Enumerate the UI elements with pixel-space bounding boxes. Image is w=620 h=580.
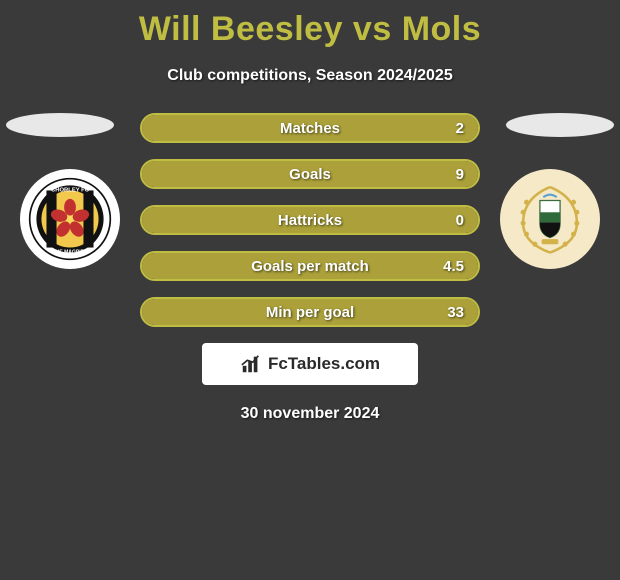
stats-bars: Matches 2 Goals 9 Hattricks 0 Goals per …	[140, 113, 480, 327]
stat-value: 9	[456, 166, 464, 183]
svg-text:THE MAGPIES: THE MAGPIES	[53, 249, 88, 255]
stat-value: 33	[447, 304, 464, 321]
stat-bar-hattricks: Hattricks 0	[140, 205, 480, 235]
stat-label: Goals	[289, 166, 331, 183]
page-title: Will Beesley vs Mols	[0, 0, 620, 49]
chorley-fc-crest-icon: CHORLEY FC THE MAGPIES	[28, 177, 112, 261]
subtitle: Club competitions, Season 2024/2025	[0, 67, 620, 85]
stat-bar-goals-per-match: Goals per match 4.5	[140, 251, 480, 281]
svg-text:CHORLEY FC: CHORLEY FC	[51, 187, 90, 193]
stat-bar-min-per-goal: Min per goal 33	[140, 297, 480, 327]
right-shadow-ellipse	[506, 113, 614, 137]
stat-value: 0	[456, 212, 464, 229]
bar-chart-icon	[240, 353, 262, 375]
stat-label: Hattricks	[278, 212, 342, 229]
stat-label: Min per goal	[266, 304, 354, 321]
stat-label: Matches	[280, 120, 340, 137]
stat-value: 4.5	[443, 258, 464, 275]
stat-label: Goals per match	[251, 258, 369, 275]
left-shadow-ellipse	[6, 113, 114, 137]
left-club-badge: CHORLEY FC THE MAGPIES	[20, 169, 120, 269]
stat-bar-goals: Goals 9	[140, 159, 480, 189]
stat-bar-matches: Matches 2	[140, 113, 480, 143]
comparison-area: CHORLEY FC THE MAGPIES Matches 2	[0, 113, 620, 423]
logo-text: FcTables.com	[268, 354, 380, 374]
right-club-crest-icon	[508, 177, 592, 261]
stat-value: 2	[456, 120, 464, 137]
right-club-badge	[500, 169, 600, 269]
date-text: 30 november 2024	[0, 405, 620, 423]
fctables-logo[interactable]: FcTables.com	[202, 343, 418, 385]
